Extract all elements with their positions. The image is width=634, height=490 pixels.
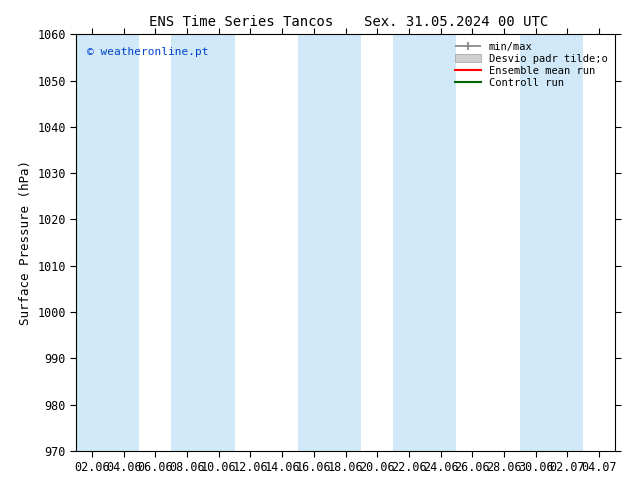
Y-axis label: Surface Pressure (hPa): Surface Pressure (hPa) [18, 160, 32, 325]
Text: © weatheronline.pt: © weatheronline.pt [87, 47, 209, 57]
Bar [171, 34, 235, 451]
Text: Sex. 31.05.2024 00 UTC: Sex. 31.05.2024 00 UTC [365, 15, 548, 29]
Text: ENS Time Series Tancos: ENS Time Series Tancos [149, 15, 333, 29]
Bar [76, 34, 139, 451]
Bar [298, 34, 361, 451]
Bar [520, 34, 583, 451]
Legend: min/max, Desvio padr tilde;o, Ensemble mean run, Controll run: min/max, Desvio padr tilde;o, Ensemble m… [453, 40, 610, 90]
Bar [393, 34, 456, 451]
